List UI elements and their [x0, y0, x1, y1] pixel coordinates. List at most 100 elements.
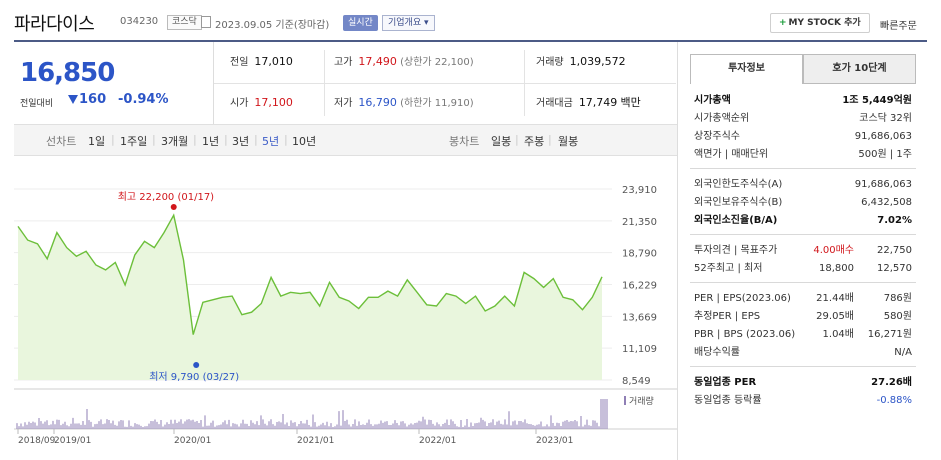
low-price: 저가 16,790 (하한가 11,910) — [334, 93, 474, 113]
quick-order-link[interactable]: 빠른주문 — [880, 21, 917, 32]
invest-row: PER | EPS(2023.06) 21.44배 786원 — [690, 290, 916, 308]
invest-row-value1: 1.04배 — [822, 329, 854, 340]
high-value: 17,490 — [358, 55, 397, 68]
add-mystock-label: MY STOCK 추가 — [788, 18, 861, 28]
company-info-dropdown[interactable]: 기업개요 ▾ — [382, 15, 435, 31]
candle-monthly[interactable]: 월봉 — [558, 135, 579, 148]
high-label: 고가 — [334, 57, 353, 68]
invest-row: 52주최고 | 최저 18,800 12,570 — [690, 260, 916, 278]
period-5y[interactable]: 5년 — [262, 135, 280, 148]
low-label: 저가 — [334, 98, 353, 109]
invest-row-label: 동일업종 등락률 — [694, 395, 762, 406]
stock-name: 파라다이스 — [14, 14, 95, 35]
invest-row-label: 상장주식수 — [694, 131, 740, 142]
company-info-label: 기업개요 — [388, 18, 422, 28]
period-3y[interactable]: 3년 — [232, 135, 250, 148]
grid-divider — [214, 83, 676, 84]
invest-row-label: PBR | BPS (2023.06) — [694, 329, 796, 340]
candle-weekly[interactable]: 주봉 — [524, 135, 545, 148]
price-line — [17, 213, 603, 335]
open-price: 시가 17,100 — [230, 93, 293, 113]
invest-row-value: 22,750 — [877, 245, 912, 256]
invest-row-value1: 29.05배 — [816, 311, 854, 322]
separator: | — [284, 133, 288, 146]
invest-row-value: 7.02% — [877, 215, 912, 226]
invest-row: 추정PER | EPS 29.05배 580원 — [690, 308, 916, 326]
invest-row-label: 52주최고 | 최저 — [694, 263, 763, 274]
volume-legend: 거래량 — [629, 395, 654, 407]
calendar-icon — [201, 16, 211, 28]
invest-row-value: N/A — [894, 347, 912, 358]
price-chart: 23,910 21,350 18,790 16,229 13,669 11,109 8,54… — [14, 156, 677, 460]
grid-vsep — [324, 50, 325, 116]
invest-row: 액면가 | 매매단위 500원 | 1주 — [690, 146, 916, 164]
invest-row-value: 91,686,063 — [854, 179, 912, 190]
invest-row-value1: 18,800 — [819, 263, 854, 274]
separator: | — [548, 133, 552, 146]
candle-daily[interactable]: 일봉 — [491, 135, 512, 148]
volume-label: 거래량 — [536, 57, 564, 68]
invest-row: 동일업종 등락률 -0.88% — [690, 392, 916, 410]
period-bar: 선차트 1일 | 1주일 | 3개월 | 1년 | 3년 | 5년 | 10년 … — [14, 124, 677, 156]
invest-row-label: 액면가 | 매매단위 — [694, 149, 769, 160]
invest-row-value: 580원 — [883, 311, 912, 322]
invest-row-value: 786원 — [883, 293, 912, 304]
amount-unit: 백만 — [620, 96, 641, 109]
x-tick-label: 2021/01 — [297, 436, 334, 446]
invest-row: 외국인소진율(B/A) 7.02% — [690, 212, 916, 230]
live-button[interactable]: 실시간 — [343, 15, 378, 31]
invest-row-value: 12,570 — [877, 263, 912, 274]
invest-row: 투자의견 | 목표주가 4.00매수 22,750 — [690, 242, 916, 260]
panel-divider — [677, 42, 678, 460]
min-marker — [193, 362, 200, 368]
volume-legend-swatch — [624, 396, 626, 405]
separator: | — [224, 133, 228, 146]
quote-date: 2023.09.05 기준(장마감) — [215, 20, 330, 31]
y-tick-label: 11,109 — [622, 344, 657, 355]
invest-row: 외국인보유주식수(B) 6,432,508 — [690, 194, 916, 212]
period-10y[interactable]: 10년 — [292, 135, 317, 148]
invest-row: 외국인한도주식수(A) 91,686,063 — [690, 176, 916, 194]
separator: | — [111, 133, 115, 146]
volume: 거래량 1,039,572 — [536, 52, 626, 72]
add-mystock-button[interactable]: + MY STOCK 추가 — [770, 13, 870, 33]
invest-row: 시가총액순위 코스닥 32위 — [690, 110, 916, 128]
max-label: 최고 22,200 (01/17) — [118, 191, 214, 203]
invest-row-value: -0.88% — [876, 395, 912, 406]
tab-invest-info[interactable]: 투자정보 — [690, 54, 803, 84]
x-tick-label: 2019/01 — [54, 436, 91, 446]
invest-row: 상장주식수 91,686,063 — [690, 128, 916, 146]
row-divider — [690, 168, 916, 169]
open-value: 17,100 — [254, 96, 293, 109]
high-price: 고가 17,490 (상한가 22,100) — [334, 52, 474, 72]
invest-row-value: 500원 | 1주 — [858, 149, 912, 160]
period-3m[interactable]: 3개월 — [161, 135, 189, 148]
invest-row-value1: 21.44배 — [816, 293, 854, 304]
invest-row-label: 외국인한도주식수(A) — [694, 179, 783, 190]
prev-close-value: 17,010 — [254, 55, 293, 68]
tab-orderbook[interactable]: 호가 10단계 — [803, 54, 916, 84]
period-1y[interactable]: 1년 — [202, 135, 220, 148]
invest-row-label: 배당수익률 — [694, 347, 740, 358]
upper-limit: (상한가 22,100) — [400, 57, 474, 68]
row-divider — [690, 366, 916, 367]
invest-row-value: 코스닥 32위 — [859, 113, 912, 124]
invest-row: 동일업종 PER 27.26배 — [690, 374, 916, 392]
price-diff: 160 — [68, 92, 106, 107]
invest-row-value: 16,271원 — [867, 329, 912, 340]
price-diff-value: 160 — [79, 92, 107, 107]
stock-code: 034230 — [120, 16, 159, 27]
period-1w[interactable]: 1주일 — [120, 135, 148, 148]
x-tick-label: 2022/01 — [419, 436, 456, 446]
y-tick-label: 8,549 — [622, 376, 651, 387]
y-tick-label: 21,350 — [622, 217, 657, 228]
amount-label: 거래대금 — [536, 98, 573, 109]
grid-vsep — [524, 50, 525, 116]
info-tabs: 투자정보 호가 10단계 — [690, 54, 916, 84]
separator: | — [515, 133, 519, 146]
invest-row-value: 27.26배 — [871, 377, 912, 388]
market-badge: 코스닥 — [167, 15, 202, 30]
separator: | — [152, 133, 156, 146]
period-1d[interactable]: 1일 — [88, 135, 106, 148]
invest-info-panel: 투자정보 호가 10단계 시가총액 1조 5,449억원 시가총액순위 코스닥 32위… — [682, 42, 927, 460]
